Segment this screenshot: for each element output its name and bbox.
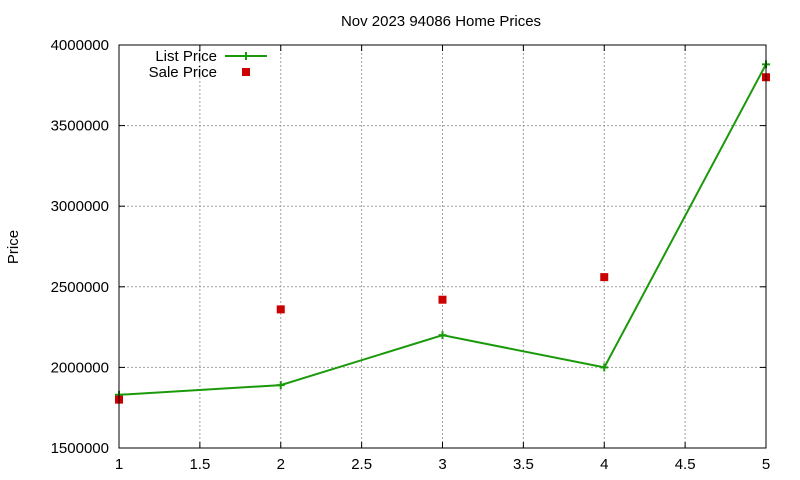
- list-price-point: [600, 363, 609, 372]
- legend-marker: [242, 52, 250, 60]
- y-tick-label: 3000000: [51, 198, 109, 215]
- list-price-point: [276, 381, 285, 390]
- plot-frame: [118, 44, 767, 449]
- x-tick-label: 4.5: [675, 456, 696, 473]
- y-tick-label: 2000000: [51, 359, 109, 376]
- sale-price-point: [600, 273, 609, 282]
- x-tick-label: 3.5: [513, 456, 534, 473]
- legend-label: List Price: [155, 48, 217, 65]
- y-tick-label: 2500000: [51, 279, 109, 296]
- x-tick-label: 5: [762, 456, 770, 473]
- x-tick-label: 2.5: [351, 456, 372, 473]
- list-price-point: [438, 331, 447, 340]
- grid: [119, 45, 766, 448]
- legend-label: Sale Price: [149, 64, 217, 81]
- axis-ticks: 1 1.5 2 2.5 3 3.5 4 4.5 5 1500000 2000000 2500000 30…: [51, 37, 771, 473]
- y-axis-label: Price: [5, 230, 22, 264]
- y-tick-label: 4000000: [51, 37, 109, 54]
- x-tick-label: 2: [277, 456, 285, 473]
- sale-price-point: [438, 295, 447, 304]
- series-layer: [115, 60, 770, 404]
- sale-price-point: [276, 305, 285, 314]
- y-tick-label: 1500000: [51, 440, 109, 457]
- x-tick-label: 1: [115, 456, 123, 473]
- x-tick-label: 3: [438, 456, 446, 473]
- legend-marker: [242, 68, 250, 76]
- y-tick-label: 3500000: [51, 118, 109, 135]
- x-tick-label: 4: [600, 456, 608, 473]
- chart-title: Nov 2023 94086 Home Prices: [341, 13, 541, 30]
- x-tick-label: 1.5: [189, 456, 210, 473]
